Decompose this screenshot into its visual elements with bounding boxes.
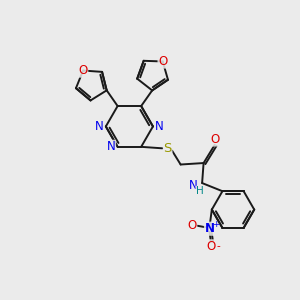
Text: N: N [95,120,104,133]
Text: O: O [188,219,197,232]
Text: O: O [79,64,88,77]
Text: -: - [216,242,220,251]
Text: O: O [206,240,216,253]
Text: S: S [164,142,172,155]
Text: N: N [205,222,214,235]
Text: O: O [211,133,220,146]
Text: O: O [158,55,167,68]
Text: N: N [155,120,164,133]
Text: +: + [212,220,220,229]
Text: N: N [189,179,198,192]
Text: N: N [107,140,116,153]
Text: H: H [196,186,204,196]
